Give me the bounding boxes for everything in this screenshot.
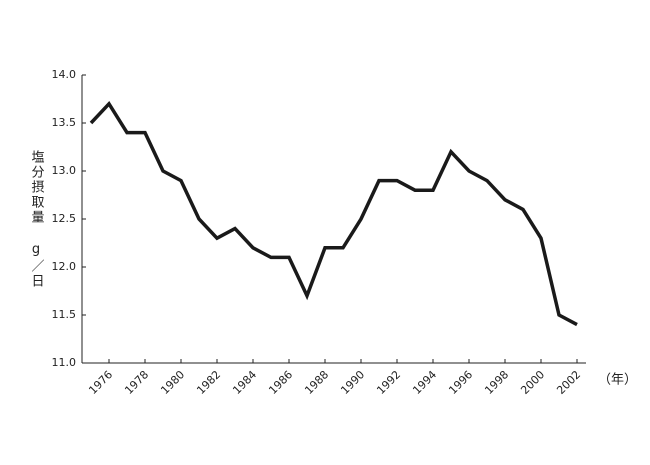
x-axis-unit: （年）: [598, 373, 637, 388]
y-tick-label: 11.5: [52, 308, 77, 321]
x-tick-label: 1990: [338, 368, 367, 397]
x-tick-label: 1982: [194, 368, 223, 397]
y-tick-label: 14.0: [52, 68, 77, 81]
x-tick-label: 1976: [86, 368, 115, 397]
x-tick-label: 1998: [482, 368, 511, 397]
x-tick-label: 1994: [410, 368, 439, 397]
y-tick-label: 11.0: [52, 356, 77, 369]
x-tick-label: 1984: [230, 368, 259, 397]
y-axis-title: 塩分摂取量: [29, 150, 45, 225]
x-tick-label: 1986: [266, 368, 295, 397]
y-tick-label: 12.0: [52, 260, 77, 273]
y-axis-unit: g／日: [29, 242, 45, 289]
x-tick-label: 2002: [554, 368, 583, 397]
y-tick-label: 13.5: [52, 116, 77, 129]
x-tick-label: 1988: [302, 368, 331, 397]
x-tick-label: 2000: [518, 368, 547, 397]
y-tick-label: 12.5: [52, 212, 77, 225]
data-line: [89, 100, 578, 327]
x-tick-label: 1980: [158, 368, 187, 397]
x-tick-label: 1992: [374, 368, 403, 397]
x-tick-label: 1996: [446, 368, 475, 397]
x-tick-label: 1978: [122, 368, 151, 397]
y-tick-label: 13.0: [52, 164, 77, 177]
